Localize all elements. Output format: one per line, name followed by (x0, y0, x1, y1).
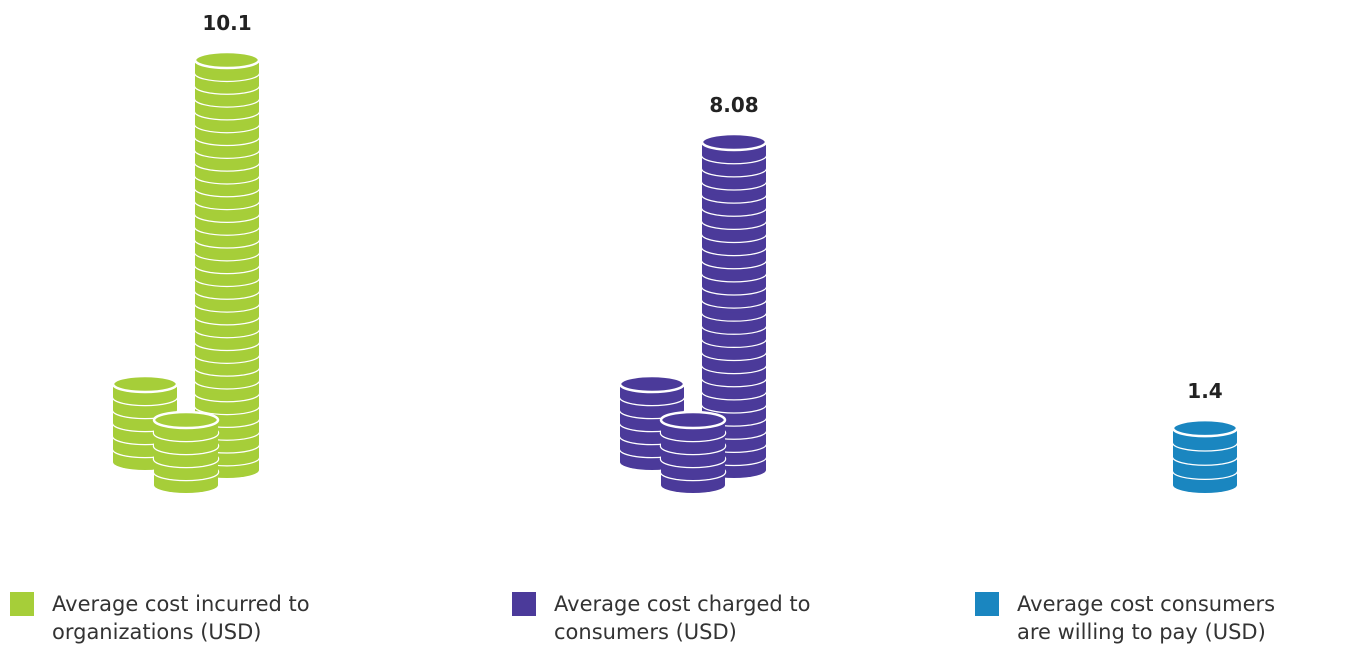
legend-label: Average cost charged to consumers (USD) (554, 592, 811, 644)
legend-label: Average cost consumers are willing to pa… (1017, 592, 1276, 644)
coin-top (1171, 418, 1239, 438)
coin-top (659, 410, 727, 430)
coin-top (111, 374, 179, 394)
legend-swatch (10, 592, 34, 616)
legend-item: Average cost consumers are willing to pa… (975, 590, 1295, 646)
legend-swatch (975, 592, 999, 616)
value-label: 10.1 (202, 11, 251, 35)
coin-stack (700, 132, 768, 478)
legend-swatch (512, 592, 536, 616)
coin-stack-decor (659, 410, 727, 493)
coin-stack (1171, 418, 1239, 493)
coin-stack-decor (152, 410, 220, 493)
coin-top (700, 132, 768, 152)
coin-stack (193, 50, 261, 478)
legend-item: Average cost incurred to organizations (… (10, 590, 330, 646)
coin-top (618, 374, 686, 394)
legend-label: Average cost incurred to organizations (… (52, 592, 310, 644)
legend-item: Average cost charged to consumers (USD) (512, 590, 832, 646)
value-label: 1.4 (1187, 379, 1222, 403)
value-label: 8.08 (709, 93, 758, 117)
coin-top (193, 50, 261, 70)
coin-top (152, 410, 220, 430)
